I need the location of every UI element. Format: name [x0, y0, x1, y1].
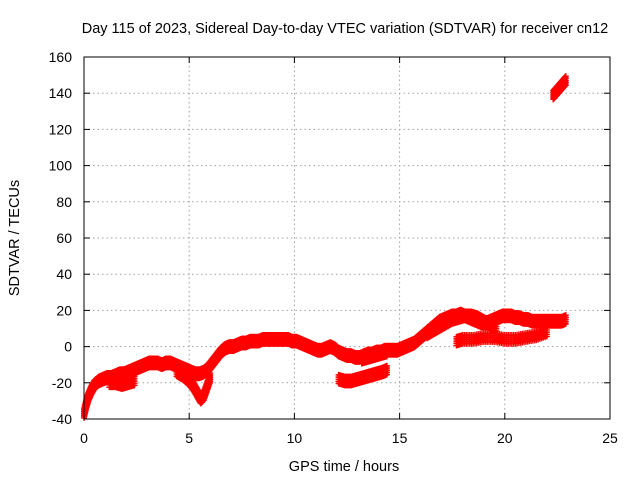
x-tick-label: 0 [80, 430, 88, 446]
x-tick-label: 5 [185, 430, 193, 446]
x-tick-label: 10 [287, 430, 303, 446]
grid-lines [84, 57, 610, 419]
x-tick-label: 15 [392, 430, 408, 446]
data-series [81, 73, 569, 421]
chart-title: Day 115 of 2023, Sidereal Day-to-day VTE… [82, 21, 609, 37]
